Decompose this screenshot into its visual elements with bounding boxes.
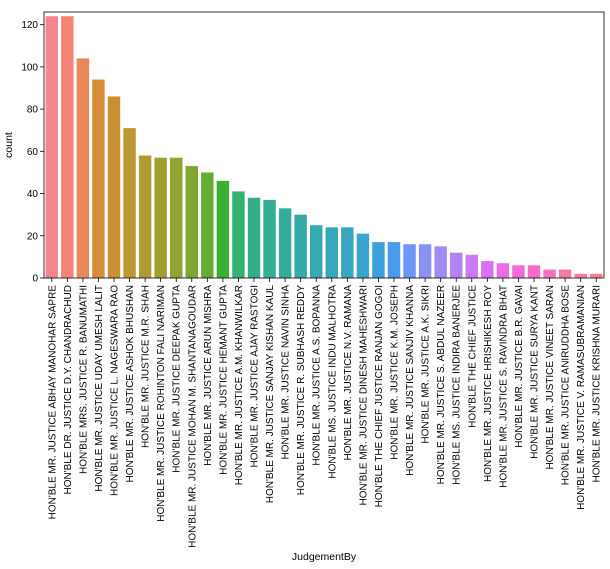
x-tick-label: HON'BLE MR. JUSTICE V. RAMASUBRAMANIAN xyxy=(576,285,587,510)
bar xyxy=(154,157,167,278)
bar xyxy=(543,269,556,278)
plot-frame xyxy=(43,11,605,279)
x-tick-label: HON'BLE MR. JUSTICE DEEPAK GUPTA xyxy=(172,285,183,473)
x-tick-label: HON'BLE MR. JUSTICE B.R. GAVAI xyxy=(514,285,525,448)
x-tick-label: HON'BLE MR. JUSTICE SURYA KANT xyxy=(530,285,541,459)
x-tick-label: HON'BLE MR. JUSTICE NAVIN SINHA xyxy=(281,285,292,460)
x-tick-label: HON'BLE MR. JUSTICE DINESH MAHESHWARI xyxy=(358,285,369,505)
bar xyxy=(170,157,183,278)
y-axis-title: count xyxy=(3,132,15,158)
x-tick-label: HON'BLE MR. JUSTICE ANIRUDDHA BOSE xyxy=(561,285,572,486)
bar xyxy=(201,172,214,278)
x-tick-label: HON'BLE MR. JUSTICE A.M. KHANWILKAR xyxy=(234,285,245,485)
bar xyxy=(527,265,541,278)
bar xyxy=(92,79,105,278)
bar xyxy=(76,58,90,278)
y-tick-label: 120 xyxy=(21,20,38,31)
x-tick-label: HON'BLE DR. JUSTICE D.Y. CHANDRACHUD xyxy=(63,285,74,495)
x-tick-label: HON'BLE MR. JUSTICE S. RAVINDRA BHAT xyxy=(498,285,509,488)
x-tick-label: HON'BLE MR. JUSTICE VINEET SARAN xyxy=(545,285,556,470)
bar xyxy=(512,265,525,278)
bar xyxy=(123,128,136,278)
bar xyxy=(263,199,276,278)
x-tick-label: HON'BLE THE CHIEF JUSTICE xyxy=(467,285,478,428)
x-tick-label: HON'BLE MR. JUSTICE ASHOK BHUSHAN xyxy=(125,285,136,483)
bar xyxy=(387,242,401,278)
bar xyxy=(558,269,572,278)
bar xyxy=(232,191,245,278)
x-tick-label: HON'BLE MR. JUSTICE M.R. SHAH xyxy=(141,285,152,448)
bar xyxy=(418,244,432,278)
x-tick-label: HON'BLE MR. JUSTICE K.M. JOSEPH xyxy=(390,285,401,460)
x-tick-label: HON'BLE THE CHIEF JUSTICE RANJAN GOGOI xyxy=(374,285,385,507)
x-tick-label: HON'BLE MR. JUSTICE HRISHIKESH ROY xyxy=(483,285,494,482)
bar xyxy=(403,244,416,278)
bar xyxy=(278,208,292,278)
x-tick-label: HON'BLE MR. JUSTICE R. SUBHASH REDDY xyxy=(296,285,307,496)
y-tick-label: 100 xyxy=(21,62,38,73)
x-tick-label: HON'BLE MRS. JUSTICE R. BANUMATHI xyxy=(78,285,89,474)
x-tick-label: HON'BLE MR. JUSTICE A.K. SIKRI xyxy=(421,285,432,444)
bar xyxy=(310,225,323,278)
bar xyxy=(61,16,74,278)
x-tick-label: HON'BLE MR. JUSTICE HEMANT GUPTA xyxy=(218,285,229,475)
bar xyxy=(434,246,447,278)
bars-group xyxy=(45,16,603,278)
y-tick-label: 80 xyxy=(27,105,39,116)
x-axis-title: JudgementBy xyxy=(292,551,357,563)
bar xyxy=(465,254,478,278)
y-tick-label: 20 xyxy=(27,231,39,242)
bar xyxy=(574,273,587,278)
x-tick-label: HON'BLE MR. JUSTICE ABHAY MANOHAR SAPRE xyxy=(47,285,58,520)
axes-spines xyxy=(43,11,605,279)
bar xyxy=(325,227,338,278)
bar xyxy=(247,197,261,278)
x-tick-label: HON'BLE MR. JUSTICE L. NAGESWARA RAO xyxy=(110,285,121,496)
bar xyxy=(481,261,494,278)
bar xyxy=(45,16,58,278)
bar xyxy=(590,273,603,278)
x-tick-label: HON'BLE MR. JUSTICE SANJIV KHANNA xyxy=(405,285,416,476)
bar xyxy=(341,227,354,278)
bar xyxy=(294,214,307,278)
x-tick-label: HON'BLE MR. JUSTICE ROHINTON FALI NARIMA… xyxy=(156,285,167,522)
y-tick-label: 0 xyxy=(32,274,38,285)
y-tick-label: 40 xyxy=(27,189,39,200)
x-tick-label: HON'BLE MR. JUSTICE UDAY UMESH LALIT xyxy=(94,285,105,492)
x-tick-label: HON'BLE MR. JUSTICE S. ABDUL NAZEER xyxy=(436,285,447,484)
x-tick-label: HON'BLE MR. JUSTICE A.S. BOPANNA xyxy=(312,285,323,466)
bar xyxy=(138,155,152,278)
bar xyxy=(185,166,198,278)
bar xyxy=(372,242,385,278)
x-tick-label: HON'BLE MR. JUSTICE SANJAY KISHAN KAUL xyxy=(265,285,276,504)
x-tick-label: HON'BLE MR. JUSTICE KRISHNA MURARI xyxy=(592,285,603,483)
x-tick-label: HON'BLE MS. JUSTICE INDIRA BANERJEE xyxy=(452,285,463,485)
y-tick-label: 60 xyxy=(27,147,39,158)
x-tick-label: HON'BLE MS. JUSTICE INDU MALHOTRA xyxy=(327,285,338,479)
bar xyxy=(496,263,510,278)
x-axis: HON'BLE MR. JUSTICE ABHAY MANOHAR SAPRE H… xyxy=(47,278,603,548)
bar xyxy=(450,252,463,278)
bar xyxy=(356,233,370,278)
x-tick-label: HON'BLE MR. JUSTICE N.V. RAMANA xyxy=(343,285,354,461)
x-tick-label: HON'BLE MR. JUSTICE MOHAN M. SHANTANAGOU… xyxy=(187,285,198,548)
x-tick-label: HON'BLE MR. JUSTICE ARUN MISHRA xyxy=(203,285,214,466)
y-axis: 0 20 40 60 80 100 120 xyxy=(21,20,44,285)
bar xyxy=(216,180,230,278)
bar xyxy=(107,96,121,278)
x-tick-label: HON'BLE MR. JUSTICE AJAY RASTOGI xyxy=(250,285,261,468)
